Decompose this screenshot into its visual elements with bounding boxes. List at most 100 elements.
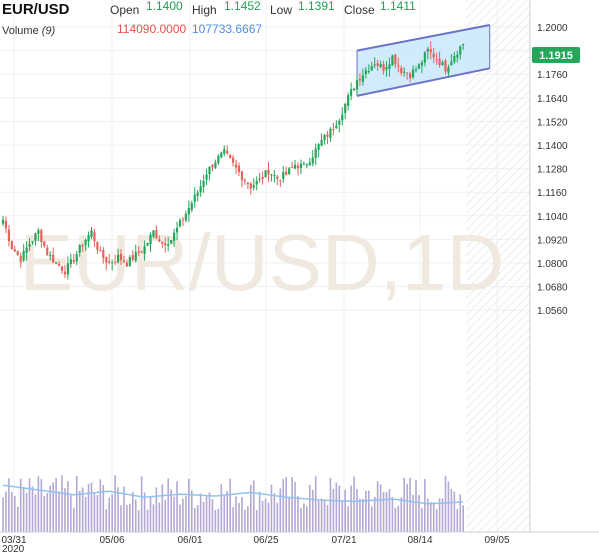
volume-bar [241,496,243,532]
time-tick-label: 07/21 [331,535,356,546]
candle-body [376,63,379,66]
time-axis[interactable]: 03/31 05/06 06/01 06/25 07/21 08/14 09/05 [1,535,509,546]
candle-body [75,254,78,262]
candle-body [193,194,196,202]
candle-body [361,75,364,82]
candle-body [385,67,388,70]
candle-body [158,239,161,242]
volume-bar [202,501,205,532]
candle-body [181,219,185,221]
candle-body [199,186,202,193]
grid-lines [0,0,530,532]
volume-value-1: 114090.0000 [117,22,187,36]
volume-bar [400,497,403,532]
volume-bar [456,509,459,532]
candle-body [220,152,223,158]
candle-body [237,165,241,173]
candle-body [66,263,69,275]
candle-body [438,58,441,66]
candle-body [202,180,205,187]
candle-body [335,125,338,129]
candle-body [373,64,376,66]
candle-body [149,234,152,245]
volume-bar [134,499,137,532]
candle-body [344,104,347,113]
volume-bar [90,482,93,532]
price-tick-label: 1.1520 [537,117,568,128]
time-tick-label: 08/14 [407,535,432,546]
volume-bar [379,484,382,532]
volume-ma-line [2,484,464,505]
volume-bar [258,491,261,532]
volume-bar [117,487,119,532]
volume-bar [75,475,78,532]
volume-bar [229,478,231,532]
candle-body [167,244,170,247]
candle-body [131,255,134,260]
low-value: 1.1391 [298,0,335,13]
candle-body [78,244,81,253]
candle-body [10,241,13,250]
candle-body [223,149,226,154]
candle-body [450,61,453,66]
candle-body [99,250,102,252]
volume-bar [182,498,184,532]
candle-body [60,266,64,271]
candle-body [305,164,308,166]
volume-bar [362,498,364,532]
volume-bar [5,491,7,532]
volume-bar [441,498,444,532]
candle-body [417,64,421,69]
channel-fill [357,25,490,96]
candle-body [155,230,158,239]
candle-body [459,46,462,55]
volume-bar [126,504,128,532]
candle-body [358,79,362,81]
volume-bar [297,496,299,532]
volume-bar [335,482,338,532]
volume-bar [320,498,323,532]
volume-bar [368,490,370,532]
volume-bar [288,497,290,532]
volume-bar [179,504,181,532]
volume-bar [270,484,273,532]
time-tick-label: 06/25 [253,535,278,546]
candle-body [299,163,303,169]
candle-body [264,170,267,178]
candle-body [423,52,426,63]
time-tick-label: 06/01 [177,535,202,546]
candle-body [190,203,193,210]
candle-body [323,134,326,141]
volume-bar [191,490,193,532]
candle-body [87,235,90,242]
volume-bar [403,477,405,532]
candle-body [296,165,300,169]
candle-body [232,157,235,163]
volume-bar [14,495,16,532]
volume-bar [140,476,143,532]
volume-bar [444,475,447,532]
candle-body [69,259,72,265]
volume-bar [332,488,335,532]
volume-bar [164,500,167,532]
watermark: EUR/USD,1D [20,218,505,307]
volume-bar [137,510,140,532]
candle-body [435,59,438,61]
price-tick-label: 1.0920 [537,235,568,246]
candle-body [411,69,415,78]
volume-bar [93,492,96,532]
volume-bar [46,493,49,532]
candle-body [429,48,432,53]
price-tick-label: 1.1160 [537,188,567,199]
candle-body [355,80,359,90]
candle-body [175,227,179,233]
volume-bar [376,481,379,532]
volume-bar [432,502,435,532]
price-tick-label: 1.1400 [537,141,568,152]
volume-bar [31,486,34,532]
price-axis[interactable]: 1.20001.18801.17601.16401.15201.14001.12… [537,23,568,317]
volume-bar [2,497,4,532]
candle-body [114,261,117,263]
volume-bar [429,502,432,532]
